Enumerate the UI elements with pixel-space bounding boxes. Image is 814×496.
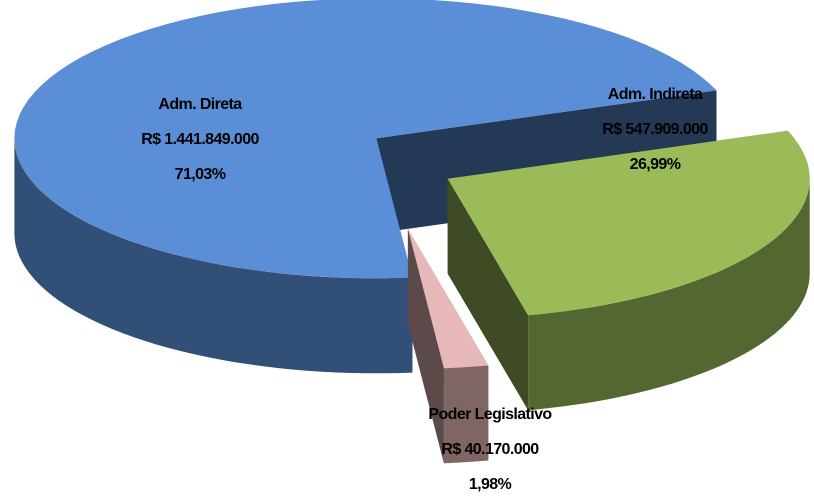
slice [447,130,810,316]
slice-label-percent: 26,99% [630,156,681,173]
slices [14,0,810,464]
slice-side [528,178,810,411]
labels: Adm. Direta R$ 1.441.849.000 71,03% Adm. In… [141,86,709,493]
slice-label-amount: R$ 40.170.000 [441,441,539,458]
slice [14,0,717,279]
slice-side [443,365,489,464]
slice-label-amount: R$ 547.909.000 [602,121,708,138]
slice-cut-face [447,178,529,411]
slice-label-name: Adm. Direta [158,96,242,113]
slice-label-name: Poder Legislativo [428,406,552,423]
slice-label-percent: 1,98% [469,476,512,493]
slice-label-amount: R$ 1.441.849.000 [141,131,259,148]
slice-side [14,138,413,374]
slice [407,229,489,369]
slice-cut-face [407,229,444,464]
slice-label-percent: 71,03% [175,166,226,183]
slice-label-name: Adm. Indireta [608,86,703,103]
